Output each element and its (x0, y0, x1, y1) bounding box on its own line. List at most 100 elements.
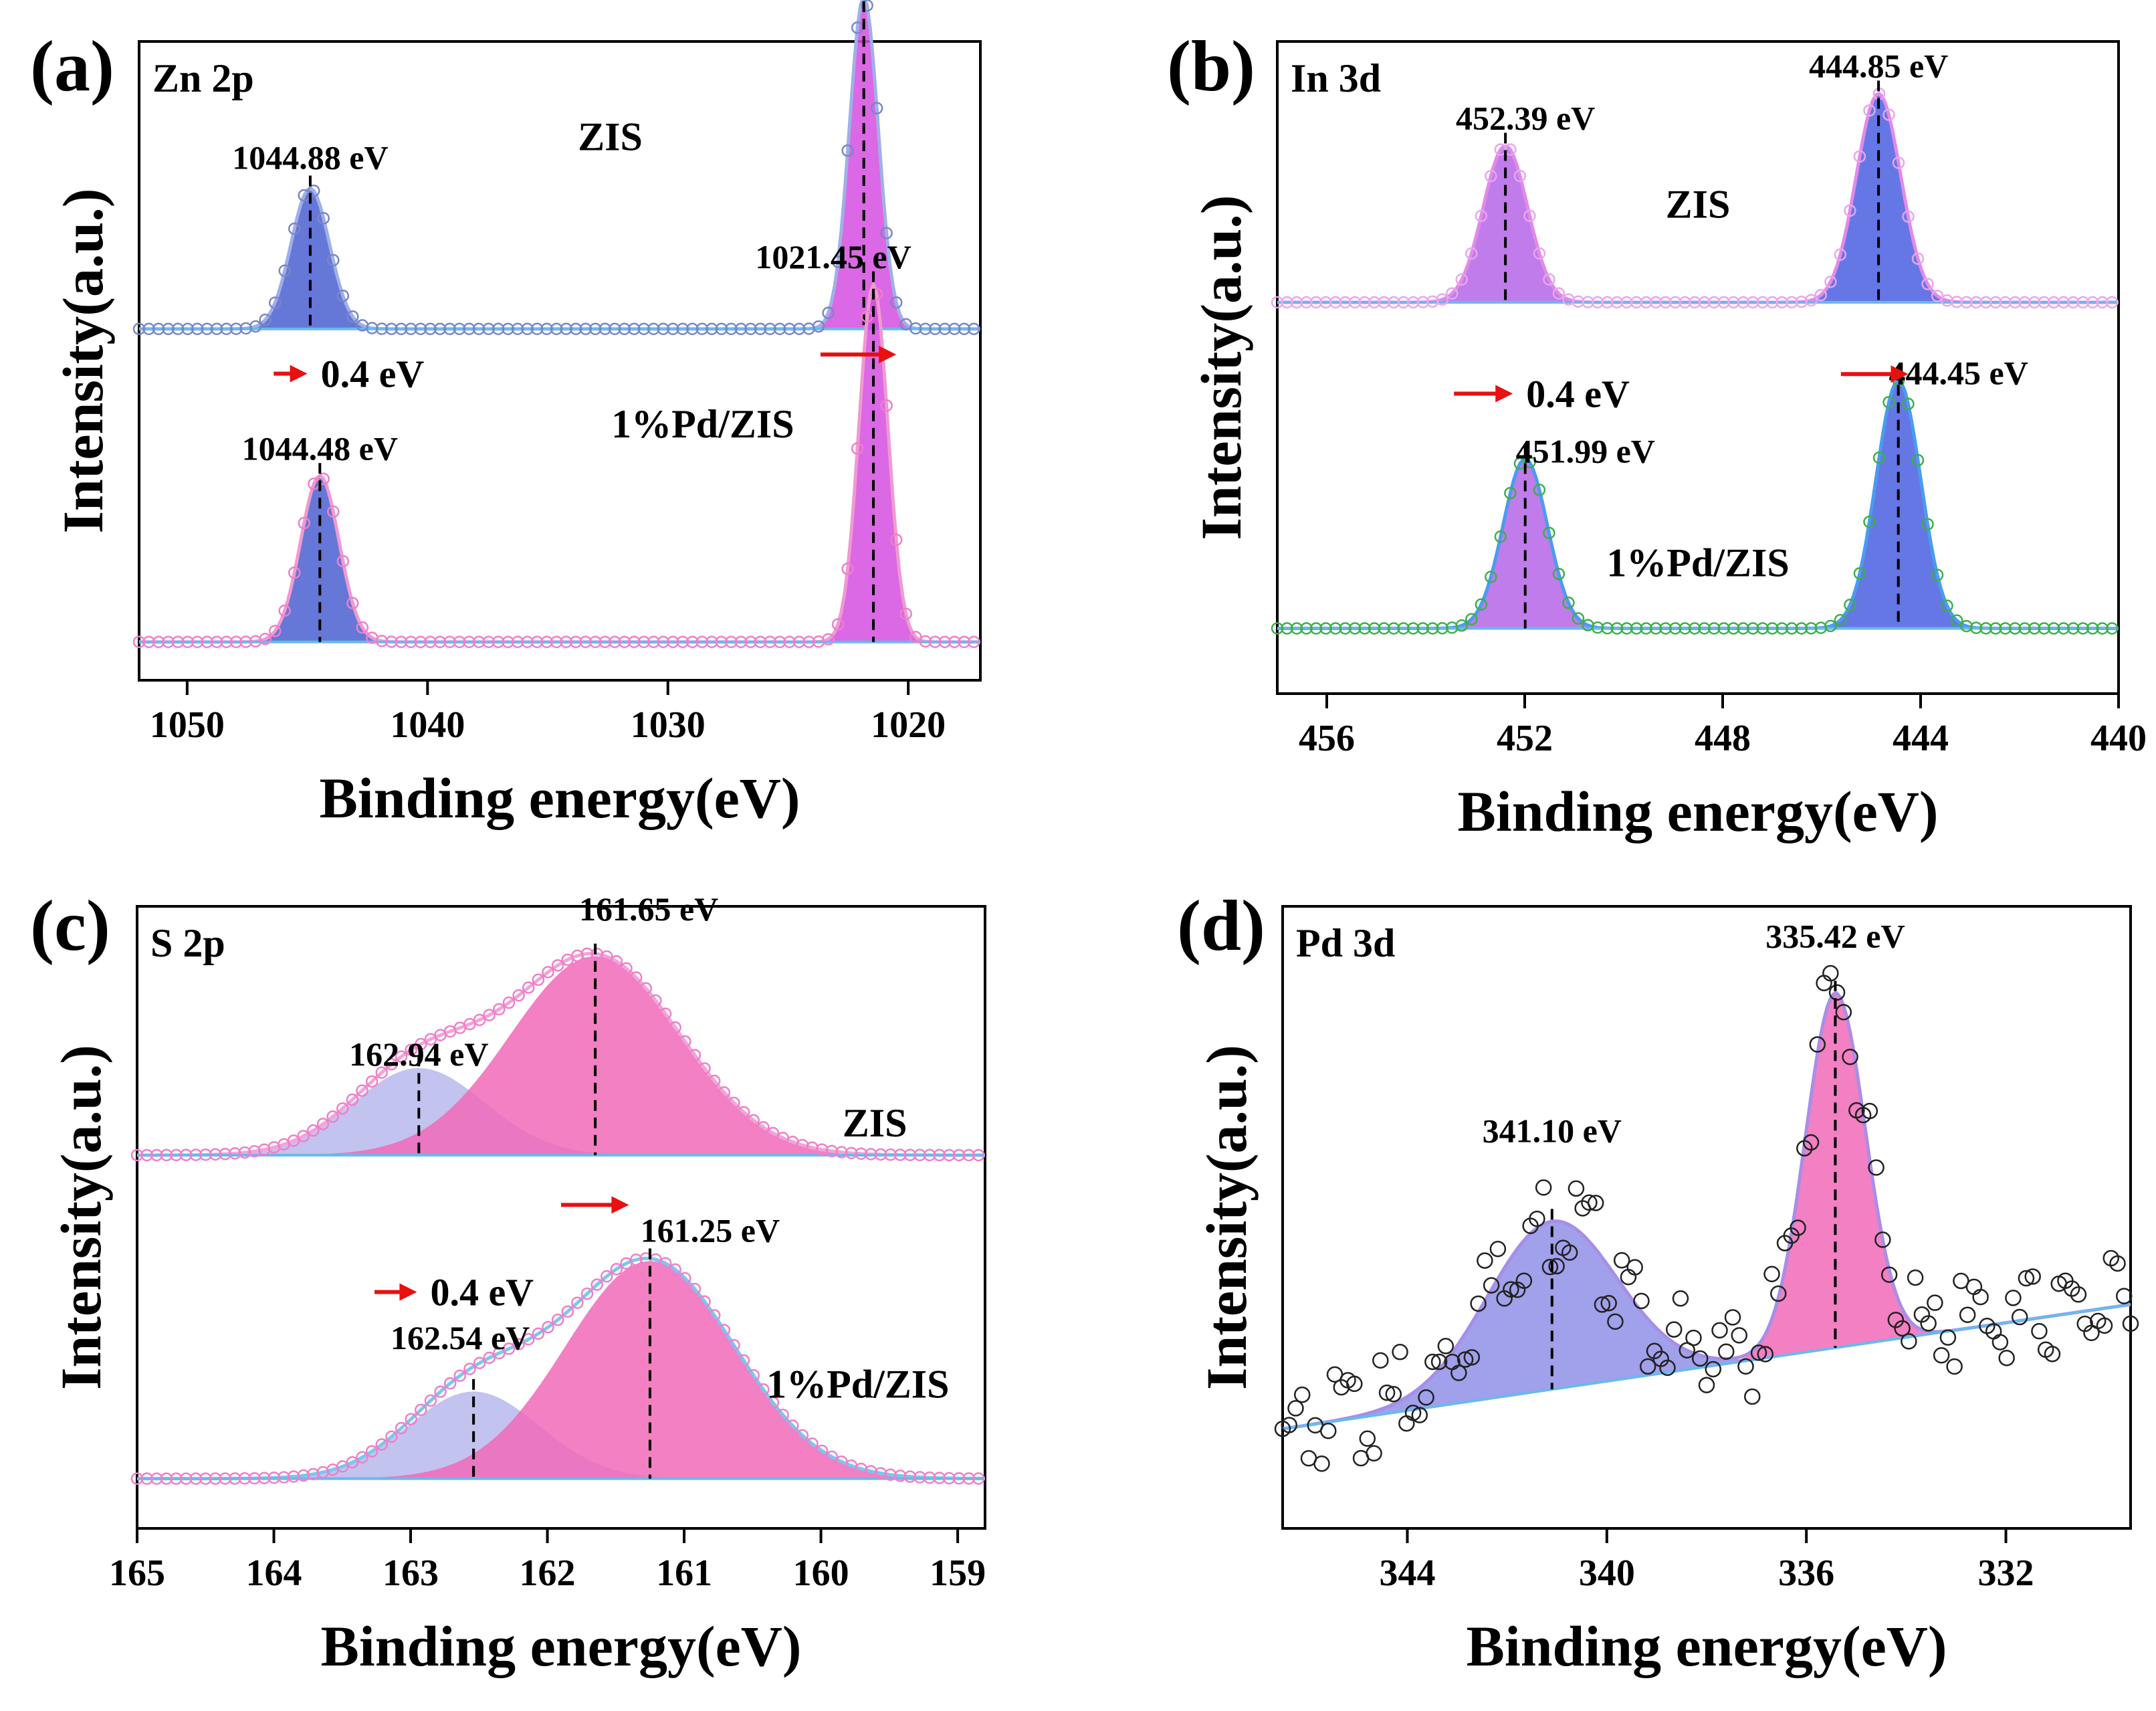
data-point (201, 322, 213, 335)
data-point (952, 1148, 966, 1162)
data-point (1424, 1353, 1441, 1371)
data-point (1727, 622, 1740, 635)
data-point (1842, 1048, 1858, 1066)
data-point (618, 322, 631, 335)
data-point (569, 635, 582, 648)
data-point (588, 635, 602, 648)
data-point (346, 310, 359, 323)
panel-letter: (d) (1177, 886, 1265, 966)
data-point (532, 973, 545, 986)
data-point (152, 322, 165, 335)
data-point (395, 1421, 408, 1435)
data-point (747, 1369, 760, 1382)
data-point (1679, 622, 1691, 635)
data-point (786, 1419, 799, 1432)
data-point (2096, 622, 2109, 635)
data-point (1368, 296, 1381, 309)
data-point (356, 1451, 368, 1464)
data-point (1437, 1338, 1454, 1354)
data-point (1543, 273, 1555, 286)
data-point (676, 322, 689, 335)
data-point (1737, 1358, 1754, 1375)
data-point (628, 635, 641, 648)
data-point (493, 1003, 506, 1016)
data-point (822, 633, 835, 645)
data-point (2109, 1255, 2126, 1272)
data-point (1477, 1252, 1493, 1269)
data-point (1346, 1375, 1363, 1393)
data-point (972, 1148, 985, 1162)
data-point (1698, 296, 1711, 309)
data-point (375, 1066, 389, 1079)
data-point (1698, 622, 1711, 635)
data-point (962, 1472, 975, 1485)
peak-label: 335.42 eV (1765, 917, 1905, 954)
data-point (822, 306, 835, 319)
data-point (1665, 1321, 1683, 1338)
x-tick-label: 162 (520, 1552, 576, 1594)
data-point (336, 1102, 349, 1115)
data-point (1892, 157, 1905, 169)
data-point (773, 635, 786, 648)
data-point (259, 313, 272, 326)
shift-arrow-head (611, 1196, 629, 1214)
panel-title: S 2p (150, 921, 225, 965)
data-point (1747, 622, 1759, 635)
data-point (532, 1327, 545, 1340)
data-point (667, 635, 679, 648)
data-point (1711, 1322, 1728, 1339)
data-point (913, 1471, 926, 1484)
x-tick-label: 344 (1379, 1552, 1435, 1594)
data-point (1494, 143, 1507, 156)
peak-label: 162.94 eV (349, 1035, 488, 1073)
data-point (414, 322, 427, 335)
data-point (1271, 622, 1284, 635)
data-point (522, 1333, 535, 1346)
y-axis-title: Intensity(a.u.) (49, 1045, 113, 1390)
data-point (806, 1437, 819, 1450)
data-point (1844, 599, 1856, 611)
data-point (511, 635, 524, 648)
data-point (288, 566, 301, 579)
peak-label: 161.65 eV (579, 890, 718, 928)
data-point (855, 1147, 867, 1161)
data-point (1805, 622, 1818, 635)
data-point (433, 635, 447, 648)
data-point (1552, 287, 1566, 300)
data-point (1979, 622, 1992, 635)
data-point (695, 635, 709, 648)
data-point (415, 1403, 427, 1417)
data-point (1561, 1244, 1578, 1261)
data-point (472, 635, 486, 648)
panel-title: In 3d (1291, 56, 1381, 100)
data-point (1397, 296, 1410, 309)
data-point (841, 144, 854, 157)
x-tick-label: 452 (1497, 718, 1553, 759)
data-point (1882, 108, 1895, 121)
data-point (1861, 1102, 1878, 1120)
data-point (1941, 599, 1953, 612)
data-point (1911, 454, 1925, 467)
data-point (1515, 1272, 1533, 1290)
data-point (1494, 530, 1507, 543)
data-point (1902, 210, 1915, 223)
data-point (2024, 1268, 2041, 1285)
data-point (1404, 1405, 1422, 1421)
data-point (688, 1049, 702, 1062)
data-point (706, 322, 718, 335)
data-point (958, 322, 971, 335)
data-point (1863, 515, 1876, 528)
data-point (1972, 1288, 1989, 1306)
data-point (267, 1472, 281, 1484)
data-point (1659, 1359, 1676, 1377)
data-point (220, 322, 233, 335)
data-point (2008, 296, 2022, 309)
data-point (229, 635, 243, 648)
data-point (336, 290, 350, 302)
data-point (189, 1148, 203, 1161)
data-point (825, 1450, 839, 1464)
data-point (647, 322, 660, 335)
data-point (649, 994, 662, 1007)
series-label: ZIS (578, 114, 643, 159)
data-point (366, 322, 379, 334)
